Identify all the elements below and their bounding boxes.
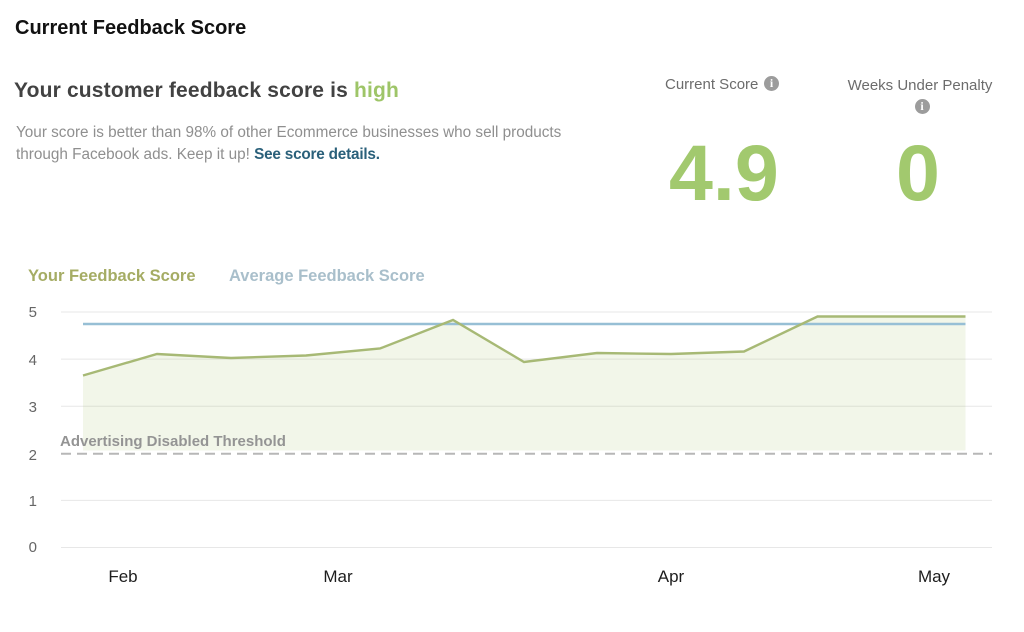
svg-text:1: 1 bbox=[29, 493, 37, 510]
svg-text:2: 2 bbox=[29, 447, 37, 464]
svg-text:5: 5 bbox=[29, 304, 37, 321]
svg-text:Feb: Feb bbox=[108, 567, 137, 586]
svg-text:0: 0 bbox=[29, 539, 37, 556]
svg-text:Mar: Mar bbox=[323, 567, 353, 586]
svg-text:3: 3 bbox=[29, 399, 37, 416]
svg-text:4: 4 bbox=[29, 352, 37, 369]
svg-text:May: May bbox=[918, 567, 951, 586]
svg-text:Apr: Apr bbox=[658, 567, 685, 586]
